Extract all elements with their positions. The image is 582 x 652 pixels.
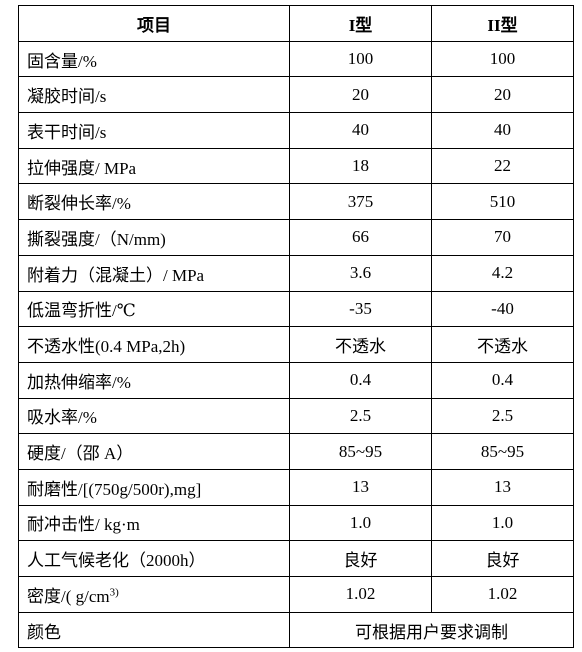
value-cell: 良好 [431, 540, 574, 577]
table-row: 颜色 可根据用户要求调制 [18, 611, 574, 649]
table-row: 加热伸缩率/% 0.4 0.4 [18, 361, 574, 399]
header-cell: II型 [431, 5, 574, 42]
table-row: 耐冲击性/ kg·m 1.0 1.0 [18, 504, 574, 542]
cell-text: 密度/( g/cm [27, 586, 110, 606]
value-cell: 1.02 [289, 576, 432, 613]
table-row: 表干时间/s 40 40 [18, 112, 574, 149]
value-cell: 70 [431, 219, 574, 256]
row-label: 加热伸缩率/% [18, 361, 290, 399]
value-cell: 510 [431, 183, 574, 221]
table-row: 附着力（混凝土）/ MPa 3.6 4.2 [18, 254, 574, 292]
value-cell: 22 [431, 147, 574, 185]
value-cell: 2.5 [289, 397, 432, 435]
table-row: 吸水率/% 2.5 2.5 [18, 397, 574, 435]
value-cell: 40 [431, 112, 574, 149]
row-label: 不透水性(0.4 MPa,2h) [18, 326, 290, 363]
value-cell: 13 [431, 468, 574, 506]
table-row: 密度/( g/cm3) 1.02 1.02 [18, 576, 574, 613]
table-row: 不透水性(0.4 MPa,2h) 不透水 不透水 [18, 326, 574, 363]
row-label: 表干时间/s [18, 112, 290, 149]
row-label: 断裂伸长率/% [18, 183, 290, 221]
table-row: 硬度/（邵 A） 85~95 85~95 [18, 433, 574, 470]
value-cell: 100 [431, 40, 574, 78]
value-cell: 13 [289, 468, 432, 506]
value-cell: 可根据用户要求调制 [289, 611, 574, 649]
table-body: 固含量/% 100 100 凝胶时间/s 20 20 表干时间/s 40 40 拉伸强度/ MPa… [18, 40, 574, 649]
table-row: 凝胶时间/s 20 20 [18, 76, 574, 114]
value-cell: -35 [289, 290, 432, 328]
superscript: 3) [109, 586, 119, 599]
row-label: 密度/( g/cm3) [18, 576, 290, 613]
row-label: 固含量/% [18, 40, 290, 78]
header-row: 项目 I型 II型 [18, 5, 574, 42]
table-row: 断裂伸长率/% 375 510 [18, 183, 574, 221]
header-cell: 项目 [18, 5, 290, 42]
row-label: 人工气候老化（2000h） [18, 540, 290, 577]
table-row: 拉伸强度/ MPa 18 22 [18, 147, 574, 185]
row-label: 附着力（混凝土）/ MPa [18, 254, 290, 292]
table-row: 固含量/% 100 100 [18, 40, 574, 78]
table-row: 耐磨性/[(750g/500r),mg] 13 13 [18, 468, 574, 506]
value-cell: 1.0 [289, 504, 432, 542]
value-cell: 66 [289, 219, 432, 256]
value-cell: 85~95 [431, 433, 574, 470]
value-cell: 0.4 [431, 361, 574, 399]
value-cell: 2.5 [431, 397, 574, 435]
value-cell: 40 [289, 112, 432, 149]
value-cell: -40 [431, 290, 574, 328]
value-cell: 100 [289, 40, 432, 78]
table-row: 撕裂强度/（N/mm) 66 70 [18, 219, 574, 256]
row-label: 撕裂强度/（N/mm) [18, 219, 290, 256]
row-label: 耐磨性/[(750g/500r),mg] [18, 468, 290, 506]
row-label: 颜色 [18, 611, 290, 649]
value-cell: 3.6 [289, 254, 432, 292]
table-row: 人工气候老化（2000h） 良好 良好 [18, 540, 574, 577]
value-cell: 18 [289, 147, 432, 185]
value-cell: 良好 [289, 540, 432, 577]
row-label: 凝胶时间/s [18, 76, 290, 114]
row-label: 低温弯折性/℃ [18, 290, 290, 328]
value-cell: 375 [289, 183, 432, 221]
value-cell: 0.4 [289, 361, 432, 399]
property-table: 项目 I型 II型 固含量/% 100 100 凝胶时间/s 20 20 表干时间/s 40 40 拉… [18, 5, 574, 649]
value-cell: 20 [431, 76, 574, 114]
row-label: 耐冲击性/ kg·m [18, 504, 290, 542]
row-label: 吸水率/% [18, 397, 290, 435]
value-cell: 1.02 [431, 576, 574, 613]
value-cell: 20 [289, 76, 432, 114]
row-label: 拉伸强度/ MPa [18, 147, 290, 185]
table-header: 项目 I型 II型 [18, 5, 574, 42]
value-cell: 4.2 [431, 254, 574, 292]
value-cell: 1.0 [431, 504, 574, 542]
row-label: 硬度/（邵 A） [18, 433, 290, 470]
table-row: 低温弯折性/℃ -35 -40 [18, 290, 574, 328]
value-cell: 85~95 [289, 433, 432, 470]
value-cell: 不透水 [289, 326, 432, 363]
value-cell: 不透水 [431, 326, 574, 363]
header-cell: I型 [289, 5, 432, 42]
